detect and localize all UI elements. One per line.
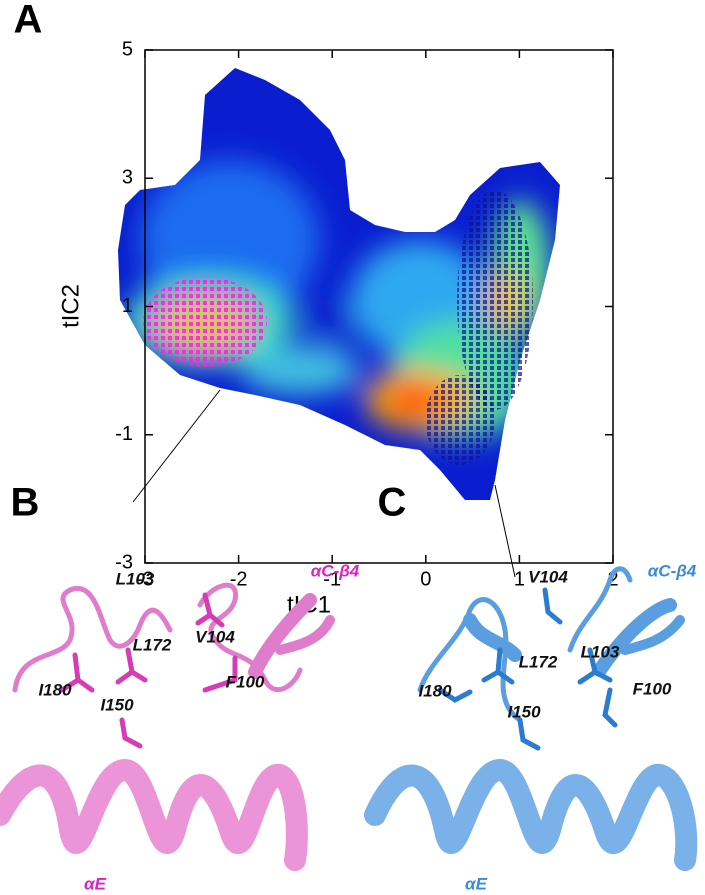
y-tick-label: 1 (122, 295, 133, 317)
x-tick-label: -3 (136, 568, 154, 590)
x-tick-label: -1 (323, 568, 341, 590)
x-tick-label: 2 (607, 568, 618, 590)
region-label: αE (84, 874, 107, 893)
residue-label: L172 (519, 652, 558, 671)
structure-c (364, 566, 698, 871)
structure-b (0, 582, 335, 871)
residue-label: V104 (528, 567, 568, 586)
panel-label: A (14, 0, 43, 42)
residue-label: L172 (133, 635, 172, 654)
x-tick-label: 0 (420, 568, 431, 590)
x-tick-label: -2 (230, 568, 248, 590)
residue-label: I150 (100, 695, 134, 714)
region-label: αC-β4 (648, 561, 697, 580)
y-tick-label: -3 (115, 551, 133, 573)
residue-label: I180 (38, 680, 72, 699)
panel-label: C (378, 481, 407, 525)
residue-label: V104 (195, 627, 235, 646)
y-axis-label: tIC2 (57, 284, 84, 328)
connector (494, 484, 516, 578)
residue-label: I180 (418, 681, 452, 700)
panel-label: B (11, 481, 40, 525)
density-map (118, 68, 560, 500)
y-tick-label: 5 (122, 38, 133, 60)
residue-label: L103 (581, 642, 620, 661)
residue-label: F100 (633, 679, 672, 698)
connector (132, 389, 221, 503)
residue-label: F100 (226, 672, 265, 691)
y-tick-label: 3 (122, 167, 133, 189)
axes: -3 -2 -1 0 1 2 -3 -1 1 3 5 (115, 38, 618, 590)
x-tick-label: 1 (514, 568, 525, 590)
residue-label: L103 (116, 569, 155, 588)
region-label: αC-β4 (311, 561, 360, 580)
region-label: αE (465, 874, 488, 893)
y-tick-label: -1 (115, 423, 133, 445)
residue-label: I150 (507, 702, 541, 721)
